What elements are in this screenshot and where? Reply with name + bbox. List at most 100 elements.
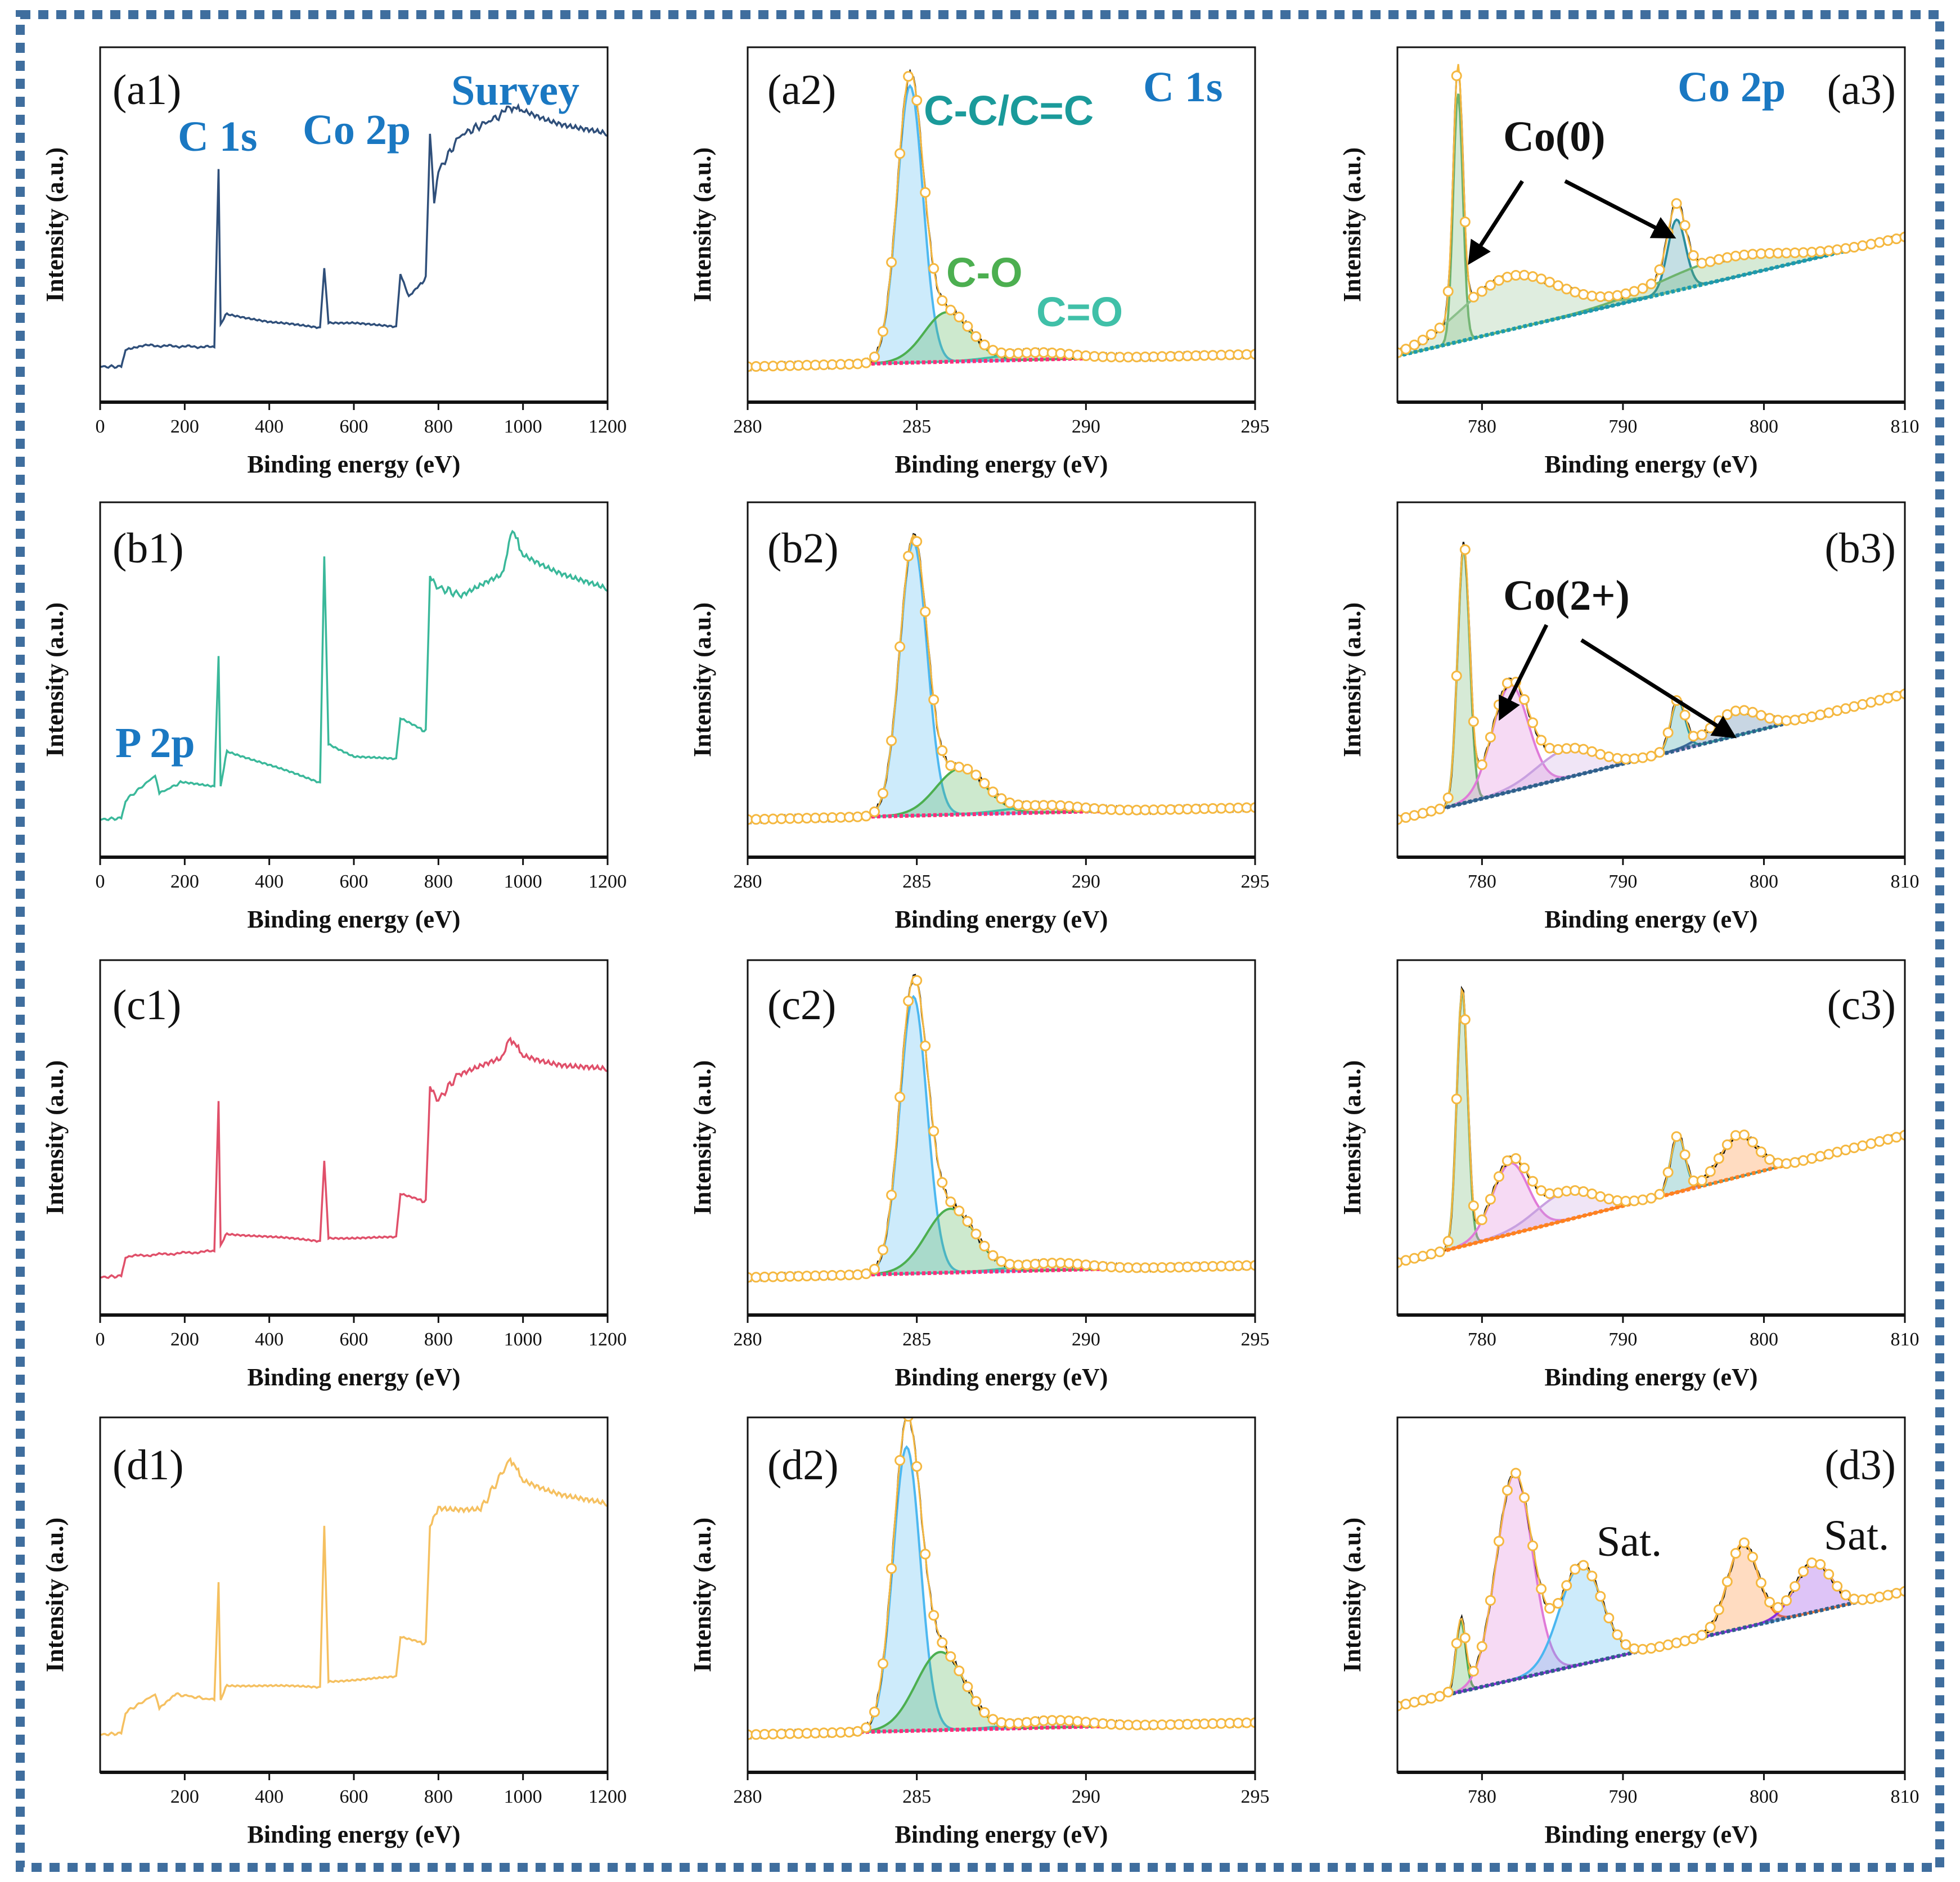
panel-label-a3: (a3) — [1827, 66, 1896, 114]
envelope-marker — [1755, 1577, 1766, 1588]
envelope-marker — [852, 358, 863, 370]
envelope-marker — [1131, 804, 1142, 816]
panel-label-c1: (c1) — [113, 981, 181, 1029]
envelope-marker — [869, 1707, 880, 1718]
x-axis-label: Binding energy (eV) — [1545, 1821, 1758, 1848]
envelope-marker — [1637, 1644, 1648, 1655]
envelope-marker — [894, 641, 906, 652]
envelope-marker — [903, 71, 914, 82]
envelope-marker — [1696, 1629, 1707, 1641]
envelope-marker — [1409, 1696, 1420, 1708]
envelope-marker — [1747, 1136, 1758, 1147]
x-tick-label: 800 — [424, 1329, 453, 1350]
x-tick-label: 280 — [734, 1329, 762, 1350]
envelope-marker — [1806, 1557, 1818, 1568]
envelope-marker — [1233, 802, 1244, 813]
envelope-marker — [1182, 1719, 1193, 1730]
envelope-marker — [1004, 348, 1015, 359]
fit-component-line-0 — [748, 541, 1255, 821]
x-tick-label: 290 — [1072, 1329, 1100, 1350]
envelope-marker — [1865, 697, 1877, 708]
envelope-marker — [1055, 1715, 1066, 1726]
envelope-marker — [1730, 1130, 1741, 1141]
plot-area — [100, 1457, 608, 1736]
envelope-marker — [894, 148, 906, 159]
envelope-marker — [750, 1729, 762, 1740]
x-tick-label: 1000 — [504, 1329, 542, 1350]
envelope-marker — [1857, 1140, 1868, 1151]
plot-area — [1397, 985, 1905, 1268]
envelope-marker — [1080, 802, 1091, 813]
envelope-marker — [1468, 716, 1479, 727]
x-tick-label: 400 — [255, 1786, 284, 1807]
x-tick-label: 780 — [1468, 1786, 1496, 1807]
x-tick-label: 290 — [1072, 871, 1100, 892]
envelope-marker — [1409, 1253, 1420, 1264]
envelope-marker — [1544, 1188, 1556, 1199]
chart-panel-c2: 280 285 290 295 Binding energy (eV) Intensity… — [689, 959, 1270, 1391]
envelope-marker — [1409, 810, 1420, 821]
envelope-marker — [1612, 1629, 1623, 1640]
envelope-marker — [1233, 349, 1244, 361]
x-tick-label: 780 — [1468, 871, 1496, 892]
panel-label-d3: (d3) — [1824, 1442, 1896, 1489]
envelope-marker — [1442, 286, 1454, 297]
envelope-marker — [1823, 1149, 1835, 1160]
envelope-marker — [1705, 256, 1716, 267]
envelope-marker — [962, 321, 973, 332]
envelope-marker — [1662, 1167, 1674, 1178]
envelope-marker — [1157, 804, 1168, 815]
survey-spectrum-line — [100, 1457, 608, 1736]
envelope-marker — [852, 1726, 863, 1737]
envelope-marker — [1493, 1536, 1504, 1547]
envelope-marker — [1595, 1191, 1606, 1202]
envelope-marker — [1798, 713, 1809, 724]
envelope-marker — [1747, 1551, 1758, 1563]
envelope-marker — [1874, 695, 1885, 706]
envelope-marker — [1865, 1138, 1877, 1149]
envelope-marker — [1654, 264, 1665, 275]
envelope-marker — [911, 95, 923, 106]
envelope-marker — [1207, 803, 1219, 814]
envelope-marker — [894, 1455, 906, 1466]
envelope-marker — [1409, 339, 1420, 350]
envelope-marker — [1849, 701, 1860, 712]
envelope-marker — [1882, 235, 1894, 246]
arrows — [1468, 179, 1737, 739]
fit-component-area-0 — [748, 996, 1255, 1278]
envelope-marker — [945, 1196, 956, 1208]
plot-area — [1397, 542, 1905, 825]
x-tick-label: 1200 — [588, 416, 627, 437]
envelope-marker — [1662, 727, 1674, 739]
envelope-marker — [776, 813, 787, 825]
envelope-marker — [979, 1240, 990, 1251]
envelope-marker — [750, 361, 762, 372]
x-tick-label: 800 — [424, 871, 453, 892]
envelope-marker — [1646, 1643, 1657, 1654]
envelope-marker — [979, 1707, 990, 1718]
envelope-marker — [1849, 242, 1860, 253]
envelope-marker — [1249, 1717, 1255, 1728]
envelope-marker — [1891, 691, 1902, 701]
envelope-marker — [1721, 1139, 1733, 1150]
envelope-marker — [903, 551, 914, 562]
envelope-marker — [903, 996, 914, 1007]
envelope-marker — [920, 1041, 931, 1051]
x-tick-label: 0 — [96, 871, 105, 892]
envelope-marker — [1840, 1145, 1851, 1155]
envelope-marker — [1207, 1718, 1219, 1729]
envelope-marker — [1578, 744, 1589, 755]
annotation-c1s: C 1s — [178, 113, 257, 160]
envelope-marker — [886, 1563, 897, 1574]
envelope-marker — [1696, 1175, 1707, 1186]
envelope-marker — [1578, 1560, 1589, 1571]
envelope-line — [748, 534, 1255, 821]
x-tick-label: 1000 — [504, 871, 542, 892]
envelope-marker — [1105, 352, 1117, 363]
envelope-marker — [801, 1728, 812, 1739]
envelope-marker — [1646, 750, 1657, 762]
x-axis-label: Binding energy (eV) — [895, 1821, 1108, 1848]
envelope-marker — [1679, 1149, 1691, 1160]
envelope-marker — [1426, 805, 1437, 817]
